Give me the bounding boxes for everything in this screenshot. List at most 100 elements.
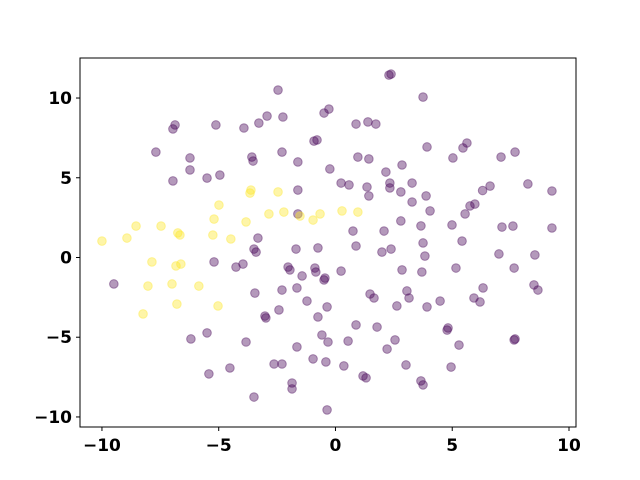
point bbox=[421, 191, 431, 201]
point bbox=[313, 243, 323, 253]
x-tick-label: 0 bbox=[330, 436, 342, 456]
point bbox=[358, 371, 368, 381]
point bbox=[311, 267, 321, 277]
point bbox=[377, 247, 387, 257]
point bbox=[485, 181, 495, 191]
point bbox=[372, 322, 382, 332]
point bbox=[209, 214, 219, 224]
point bbox=[211, 120, 221, 130]
point bbox=[273, 187, 283, 197]
y-tick-label: 0 bbox=[60, 248, 72, 268]
point bbox=[292, 342, 302, 352]
point bbox=[168, 176, 178, 186]
plot-frame bbox=[79, 57, 577, 428]
point bbox=[308, 354, 318, 364]
point bbox=[425, 206, 435, 216]
point bbox=[277, 359, 287, 369]
y-tick-label: −5 bbox=[46, 328, 72, 348]
point bbox=[122, 233, 132, 243]
point bbox=[176, 259, 186, 269]
point bbox=[348, 226, 358, 236]
point bbox=[396, 187, 406, 197]
point bbox=[351, 119, 361, 129]
point bbox=[279, 207, 289, 217]
point bbox=[168, 124, 178, 134]
y-tick-label: 10 bbox=[48, 89, 72, 109]
point bbox=[465, 201, 475, 211]
point bbox=[274, 305, 284, 315]
point bbox=[385, 178, 395, 188]
point bbox=[496, 152, 506, 162]
point bbox=[396, 216, 406, 226]
point bbox=[418, 238, 428, 248]
point bbox=[470, 199, 480, 209]
point bbox=[417, 267, 427, 277]
point bbox=[392, 301, 402, 311]
point bbox=[442, 325, 452, 335]
point bbox=[462, 138, 472, 148]
point bbox=[397, 160, 407, 170]
point bbox=[362, 182, 372, 192]
point bbox=[351, 241, 361, 251]
point bbox=[416, 221, 426, 231]
point bbox=[339, 361, 349, 371]
point bbox=[302, 296, 312, 306]
point bbox=[451, 263, 461, 273]
point bbox=[510, 334, 520, 344]
point bbox=[454, 340, 464, 350]
point bbox=[416, 376, 426, 386]
point bbox=[292, 283, 302, 293]
point bbox=[351, 320, 361, 330]
point bbox=[226, 234, 236, 244]
point bbox=[353, 152, 363, 162]
point bbox=[277, 147, 287, 157]
point bbox=[213, 301, 223, 311]
point bbox=[381, 167, 391, 177]
point bbox=[547, 186, 557, 196]
point bbox=[343, 336, 353, 346]
point bbox=[238, 259, 248, 269]
point bbox=[285, 265, 295, 275]
point bbox=[249, 392, 259, 402]
x-tick-label: 10 bbox=[557, 436, 581, 456]
point bbox=[457, 236, 467, 246]
point bbox=[312, 135, 322, 145]
point bbox=[109, 279, 119, 289]
point bbox=[460, 209, 470, 219]
point bbox=[477, 185, 488, 196]
point bbox=[131, 221, 141, 231]
point bbox=[97, 236, 107, 246]
point bbox=[448, 153, 458, 163]
point bbox=[382, 344, 392, 354]
point bbox=[269, 359, 279, 369]
point bbox=[336, 178, 346, 188]
point bbox=[364, 154, 374, 164]
point bbox=[264, 209, 274, 219]
point bbox=[371, 119, 381, 129]
point bbox=[533, 285, 543, 295]
point bbox=[261, 313, 271, 323]
point bbox=[353, 207, 363, 217]
point bbox=[254, 118, 264, 128]
point bbox=[315, 209, 325, 219]
point bbox=[363, 117, 373, 127]
point bbox=[245, 188, 255, 198]
point bbox=[172, 299, 182, 309]
point bbox=[320, 273, 330, 283]
x-tick-label: 5 bbox=[446, 436, 458, 456]
point bbox=[385, 183, 395, 193]
point bbox=[167, 279, 177, 289]
point bbox=[324, 104, 334, 114]
point bbox=[443, 323, 453, 333]
point bbox=[231, 262, 241, 272]
point bbox=[402, 286, 412, 296]
point bbox=[291, 244, 301, 254]
point bbox=[325, 164, 335, 174]
point bbox=[309, 136, 319, 146]
point bbox=[407, 178, 417, 188]
point bbox=[458, 143, 468, 153]
point bbox=[241, 337, 251, 347]
point bbox=[185, 153, 195, 163]
point bbox=[407, 197, 417, 207]
